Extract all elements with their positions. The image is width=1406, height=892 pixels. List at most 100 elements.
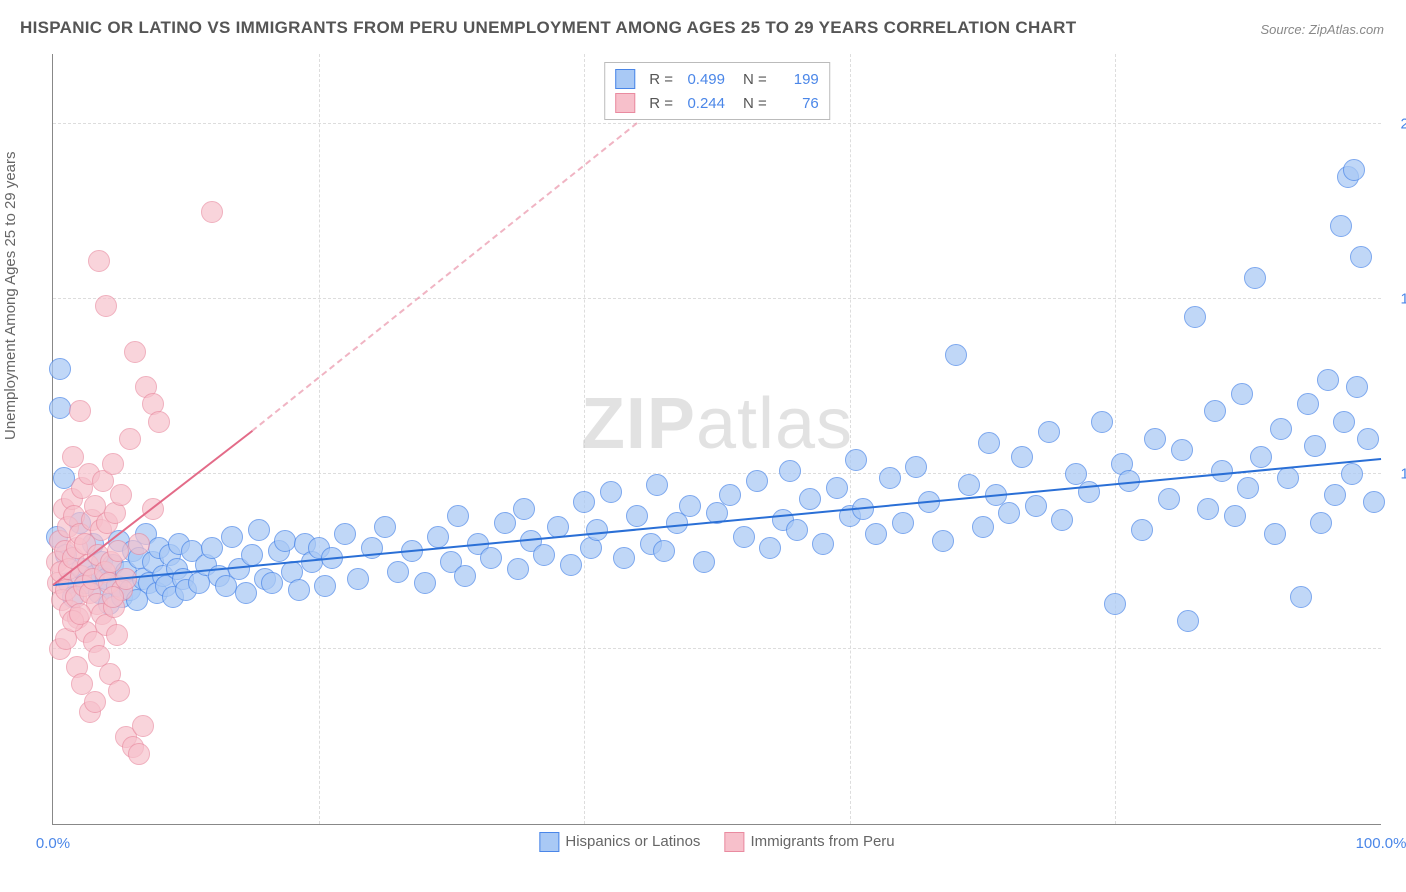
scatter-point-hispanics (1104, 593, 1126, 615)
scatter-point-hispanics (1224, 505, 1246, 527)
scatter-point-hispanics (454, 565, 476, 587)
scatter-point-peru (132, 715, 154, 737)
scatter-point-hispanics (958, 474, 980, 496)
scatter-point-hispanics (1144, 428, 1166, 450)
scatter-point-hispanics (261, 572, 283, 594)
scatter-point-hispanics (427, 526, 449, 548)
scatter-point-hispanics (1237, 477, 1259, 499)
scatter-point-hispanics (812, 533, 834, 555)
scatter-point-hispanics (932, 530, 954, 552)
scatter-point-peru (69, 400, 91, 422)
scatter-point-hispanics (978, 432, 1000, 454)
scatter-point-hispanics (1244, 267, 1266, 289)
stats-r-label: R = (649, 95, 673, 112)
scatter-point-hispanics (998, 502, 1020, 524)
scatter-point-hispanics (653, 540, 675, 562)
scatter-point-peru (124, 341, 146, 363)
trend-line-peru-extend (252, 122, 638, 432)
gridline-horizontal (53, 298, 1381, 299)
y-tick-label: 10.0% (1400, 466, 1406, 483)
gridline-horizontal (53, 123, 1381, 124)
scatter-point-hispanics (447, 505, 469, 527)
legend-item: Hispanics or Latinos (539, 832, 700, 852)
stats-r-label: R = (649, 71, 673, 88)
scatter-point-hispanics (573, 491, 595, 513)
stats-n-value: 199 (775, 71, 819, 88)
scatter-point-hispanics (892, 512, 914, 534)
legend-label: Immigrants from Peru (750, 833, 894, 850)
scatter-point-hispanics (1304, 435, 1326, 457)
scatter-point-peru (119, 428, 141, 450)
scatter-point-peru (108, 680, 130, 702)
gridline-horizontal (53, 648, 1381, 649)
scatter-point-hispanics (626, 505, 648, 527)
scatter-point-hispanics (1277, 467, 1299, 489)
y-tick-label: 15.0% (1400, 291, 1406, 308)
scatter-point-peru (148, 411, 170, 433)
legend-item: Immigrants from Peru (724, 832, 894, 852)
correlation-stats-box: R =0.499N =199R =0.244N =76 (604, 62, 830, 120)
scatter-point-peru (128, 743, 150, 765)
scatter-point-hispanics (1211, 460, 1233, 482)
legend-swatch (539, 832, 559, 852)
scatter-point-hispanics (201, 537, 223, 559)
scatter-point-hispanics (586, 519, 608, 541)
scatter-point-hispanics (1341, 463, 1363, 485)
legend-label: Hispanics or Latinos (565, 833, 700, 850)
watermark: ZIPatlas (581, 383, 853, 465)
y-tick-label: 20.0% (1400, 116, 1406, 133)
scatter-point-hispanics (274, 530, 296, 552)
scatter-point-hispanics (513, 498, 535, 520)
watermark-bold: ZIP (581, 384, 696, 464)
scatter-point-peru (62, 446, 84, 468)
scatter-point-hispanics (1197, 498, 1219, 520)
scatter-point-hispanics (1333, 411, 1355, 433)
scatter-point-hispanics (221, 526, 243, 548)
scatter-point-peru (69, 603, 91, 625)
scatter-point-peru (128, 533, 150, 555)
scatter-point-hispanics (786, 519, 808, 541)
scatter-point-hispanics (1177, 610, 1199, 632)
scatter-point-peru (201, 201, 223, 223)
scatter-point-hispanics (1310, 512, 1332, 534)
scatter-point-hispanics (1346, 376, 1368, 398)
watermark-light: atlas (696, 384, 853, 464)
scatter-point-hispanics (679, 495, 701, 517)
scatter-point-hispanics (1038, 421, 1060, 443)
stats-swatch (615, 93, 635, 113)
scatter-point-hispanics (945, 344, 967, 366)
scatter-point-hispanics (374, 516, 396, 538)
gridline-vertical (319, 54, 320, 824)
scatter-point-hispanics (334, 523, 356, 545)
gridline-vertical (1115, 54, 1116, 824)
scatter-point-peru (88, 250, 110, 272)
stats-row: R =0.499N =199 (615, 67, 819, 91)
scatter-point-hispanics (1011, 446, 1033, 468)
stats-swatch (615, 69, 635, 89)
scatter-point-hispanics (1290, 586, 1312, 608)
scatter-point-hispanics (560, 554, 582, 576)
scatter-point-hispanics (1231, 383, 1253, 405)
scatter-point-hispanics (1324, 484, 1346, 506)
scatter-point-hispanics (600, 481, 622, 503)
scatter-point-hispanics (248, 519, 270, 541)
scatter-point-peru (110, 484, 132, 506)
scatter-point-hispanics (1270, 418, 1292, 440)
scatter-point-hispanics (1184, 306, 1206, 328)
scatter-point-hispanics (1025, 495, 1047, 517)
gridline-vertical (584, 54, 585, 824)
scatter-point-hispanics (314, 575, 336, 597)
scatter-point-hispanics (613, 547, 635, 569)
scatter-point-hispanics (1317, 369, 1339, 391)
scatter-point-hispanics (241, 544, 263, 566)
scatter-point-hispanics (533, 544, 555, 566)
bottom-legend: Hispanics or Latinos Immigrants from Peru (539, 832, 894, 852)
stats-n-value: 76 (775, 95, 819, 112)
scatter-point-hispanics (845, 449, 867, 471)
scatter-point-hispanics (1297, 393, 1319, 415)
y-axis-label: Unemployment Among Ages 25 to 29 years (2, 151, 19, 440)
scatter-point-hispanics (347, 568, 369, 590)
scatter-point-peru (102, 453, 124, 475)
scatter-point-hispanics (1131, 519, 1153, 541)
scatter-point-peru (95, 295, 117, 317)
